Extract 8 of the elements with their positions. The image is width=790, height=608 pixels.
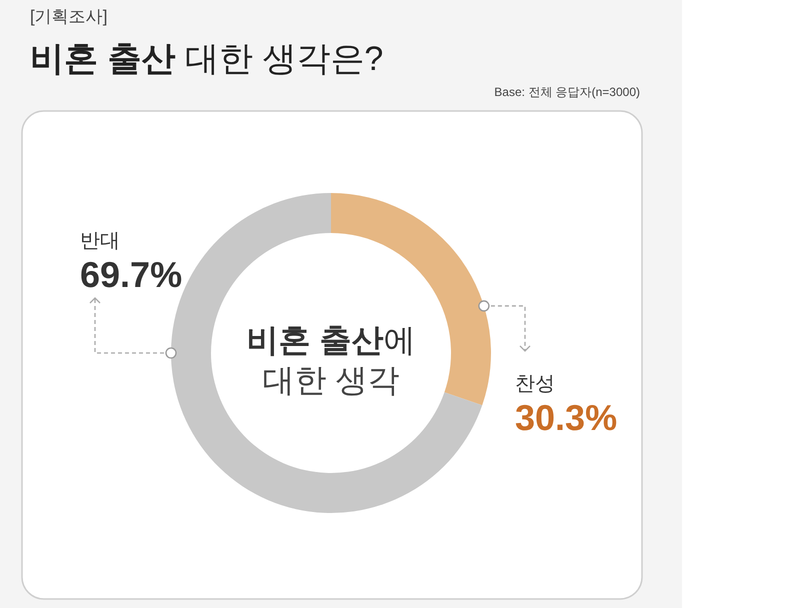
chart-title: 비혼 출산 대한 생각은? [30,40,384,78]
data-label: 69.7% [80,254,182,295]
data-label: 30.3% [515,397,618,438]
text: Base: 전체 응답자(n=3000) [494,85,640,99]
chart-subtitle: [기획조사] [30,7,108,26]
slice-label: 반대 [80,230,120,252]
slice-label: 찬성 [515,373,555,395]
text: 비혼 출산에 대한 생각 [246,322,416,398]
